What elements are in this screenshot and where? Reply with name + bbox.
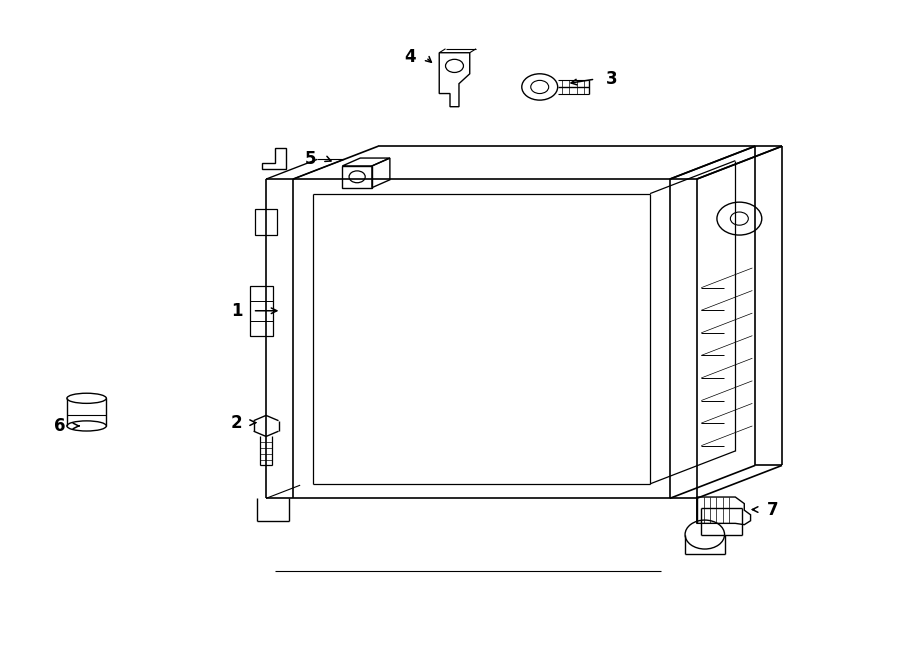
Text: 4: 4 <box>404 48 416 66</box>
Text: 1: 1 <box>230 302 242 320</box>
Text: 6: 6 <box>54 417 66 435</box>
Text: 7: 7 <box>767 500 778 518</box>
Text: 5: 5 <box>305 150 317 169</box>
Text: 3: 3 <box>606 70 617 88</box>
Text: 2: 2 <box>230 414 242 432</box>
